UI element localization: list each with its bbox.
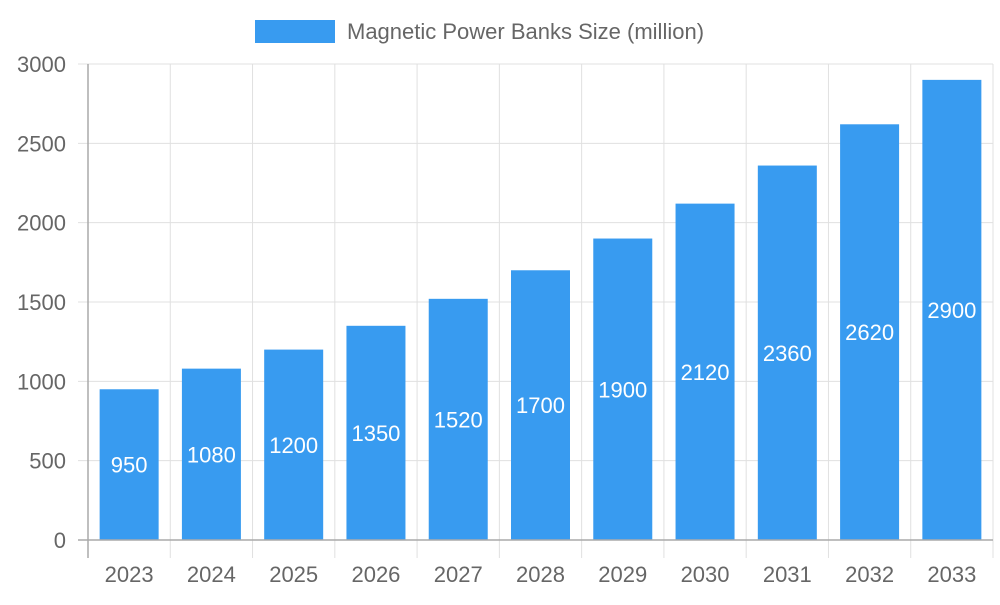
y-tick-label: 2500	[17, 131, 66, 156]
data-label: 950	[111, 453, 148, 478]
bar	[840, 124, 900, 540]
data-label: 1080	[187, 442, 236, 467]
x-tick-label: 2032	[845, 562, 894, 587]
data-label: 1900	[598, 377, 647, 402]
bar	[264, 349, 324, 540]
y-tick-label: 1500	[17, 290, 66, 315]
bar	[675, 203, 735, 541]
x-tick-label: 2030	[681, 562, 730, 587]
bar	[757, 165, 817, 540]
x-tick-label: 2029	[598, 562, 647, 587]
x-tick-label: 2026	[351, 562, 400, 587]
bar	[922, 79, 982, 540]
x-tick-label: 2024	[187, 562, 236, 587]
data-label: 2360	[763, 341, 812, 366]
legend[interactable]: Magnetic Power Banks Size (million)	[255, 19, 704, 44]
x-tick-label: 2023	[105, 562, 154, 587]
data-label: 1700	[516, 393, 565, 418]
x-tick-label: 2031	[763, 562, 812, 587]
bar	[511, 270, 570, 540]
bars: 950 1080 1200 1350 1520 1700 1900 2120 2360 2620 2…	[99, 79, 982, 541]
y-tick-label: 2000	[17, 211, 66, 236]
bar	[593, 238, 653, 541]
y-tick-label: 3000	[17, 52, 66, 77]
data-label: 2120	[681, 360, 730, 385]
data-label: 2900	[927, 298, 976, 323]
bar	[346, 325, 406, 540]
bar	[428, 298, 488, 540]
data-label: 1200	[269, 433, 318, 458]
y-tick-label: 500	[29, 449, 66, 474]
x-tick-label: 2027	[434, 562, 483, 587]
axes: 0 500 1000 1500 2000 2500 3000 2023 2024 2025 2026…	[17, 52, 993, 587]
y-tick-label: 1000	[17, 369, 66, 394]
y-tick-label: 0	[54, 528, 66, 553]
bar	[99, 389, 159, 540]
data-label: 1520	[434, 407, 483, 432]
x-tick-label: 2033	[927, 562, 976, 587]
data-label: 2620	[845, 320, 894, 345]
grid	[78, 63, 994, 558]
legend-label: Magnetic Power Banks Size (million)	[347, 19, 704, 44]
x-tick-label: 2025	[269, 562, 318, 587]
legend-swatch	[255, 20, 335, 43]
x-tick-label: 2028	[516, 562, 565, 587]
data-label: 1350	[351, 421, 400, 446]
bar	[181, 368, 241, 540]
